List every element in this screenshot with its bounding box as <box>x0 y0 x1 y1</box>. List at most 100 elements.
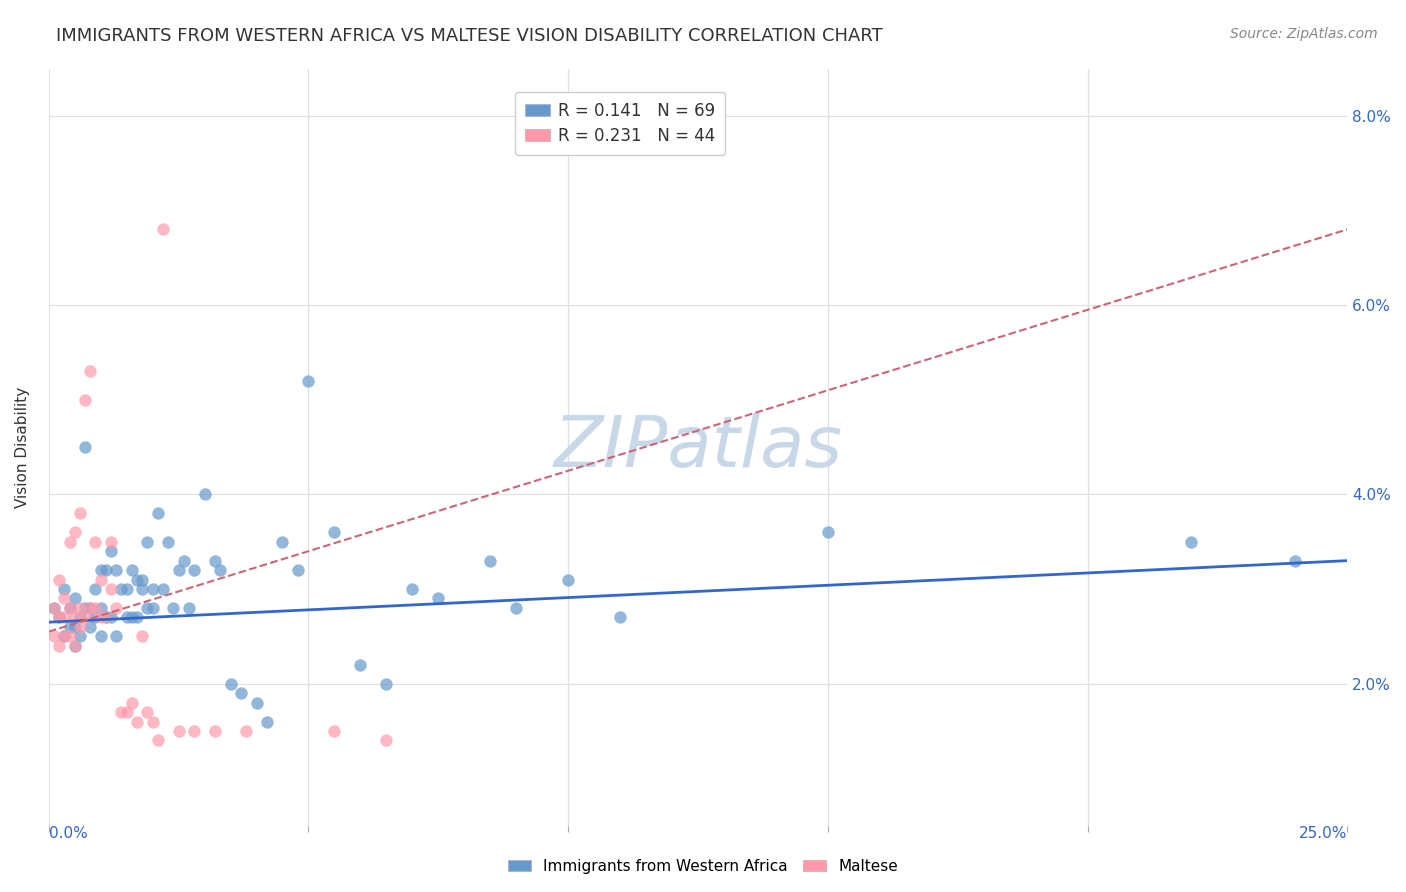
Point <box>183 563 205 577</box>
Point <box>323 525 346 540</box>
Point <box>125 573 148 587</box>
Y-axis label: Vision Disability: Vision Disability <box>15 386 30 508</box>
Point <box>75 610 97 624</box>
Point <box>152 582 174 596</box>
Point <box>204 554 226 568</box>
Point <box>58 601 80 615</box>
Point <box>115 610 138 624</box>
Point <box>75 392 97 407</box>
Point <box>401 582 423 596</box>
Point <box>63 525 86 540</box>
Point <box>94 563 117 577</box>
Point <box>1284 554 1306 568</box>
Text: IMMIGRANTS FROM WESTERN AFRICA VS MALTESE VISION DISABILITY CORRELATION CHART: IMMIGRANTS FROM WESTERN AFRICA VS MALTES… <box>56 27 883 45</box>
Point <box>105 601 128 615</box>
Point <box>100 544 122 558</box>
Point <box>557 573 579 587</box>
Point <box>69 506 91 520</box>
Text: ZIPatlas: ZIPatlas <box>554 413 842 482</box>
Legend: R = 0.141   N = 69, R = 0.231   N = 44: R = 0.141 N = 69, R = 0.231 N = 44 <box>515 92 725 154</box>
Point <box>63 639 86 653</box>
Point <box>136 534 159 549</box>
Point <box>84 582 107 596</box>
Point <box>69 629 91 643</box>
Point <box>63 591 86 606</box>
Point <box>42 601 65 615</box>
Point <box>63 639 86 653</box>
Point <box>84 534 107 549</box>
Point <box>110 705 132 719</box>
Point <box>75 440 97 454</box>
Point <box>48 573 70 587</box>
Point <box>90 573 112 587</box>
Point <box>79 364 101 378</box>
Point <box>48 610 70 624</box>
Text: Source: ZipAtlas.com: Source: ZipAtlas.com <box>1230 27 1378 41</box>
Point <box>100 610 122 624</box>
Point <box>58 534 80 549</box>
Point <box>90 610 112 624</box>
Point <box>142 601 165 615</box>
Point <box>157 534 180 549</box>
Point <box>162 601 184 615</box>
Point <box>349 657 371 672</box>
Point <box>69 601 91 615</box>
Point <box>100 534 122 549</box>
Point <box>167 563 190 577</box>
Text: 25.0%: 25.0% <box>1299 826 1347 841</box>
Point <box>131 629 153 643</box>
Point <box>84 601 107 615</box>
Point <box>297 374 319 388</box>
Point <box>105 629 128 643</box>
Point <box>58 629 80 643</box>
Point <box>323 724 346 739</box>
Point <box>53 610 76 624</box>
Point <box>90 563 112 577</box>
Point <box>42 629 65 643</box>
Point <box>142 582 165 596</box>
Point <box>69 620 91 634</box>
Point <box>115 582 138 596</box>
Point <box>90 629 112 643</box>
Point <box>58 601 80 615</box>
Text: 0.0%: 0.0% <box>49 826 87 841</box>
Point <box>69 610 91 624</box>
Point <box>79 620 101 634</box>
Point <box>115 705 138 719</box>
Point <box>94 610 117 624</box>
Point <box>53 591 76 606</box>
Point <box>42 601 65 615</box>
Point <box>193 487 215 501</box>
Legend: Immigrants from Western Africa, Maltese: Immigrants from Western Africa, Maltese <box>502 853 904 880</box>
Point <box>121 563 143 577</box>
Point <box>48 610 70 624</box>
Point <box>817 525 839 540</box>
Point <box>90 601 112 615</box>
Point <box>375 676 398 690</box>
Point <box>63 610 86 624</box>
Point <box>136 705 159 719</box>
Point <box>427 591 450 606</box>
Point <box>229 686 252 700</box>
Point <box>173 554 195 568</box>
Point <box>235 724 257 739</box>
Point <box>146 506 169 520</box>
Point <box>100 582 122 596</box>
Point <box>48 639 70 653</box>
Point <box>146 733 169 747</box>
Point <box>53 629 76 643</box>
Point <box>125 610 148 624</box>
Point <box>204 724 226 739</box>
Point <box>131 573 153 587</box>
Point <box>152 222 174 236</box>
Point <box>136 601 159 615</box>
Point <box>1180 534 1202 549</box>
Point <box>142 714 165 729</box>
Point <box>53 582 76 596</box>
Point <box>63 620 86 634</box>
Point <box>375 733 398 747</box>
Point <box>183 724 205 739</box>
Point <box>256 714 278 729</box>
Point <box>167 724 190 739</box>
Point <box>53 629 76 643</box>
